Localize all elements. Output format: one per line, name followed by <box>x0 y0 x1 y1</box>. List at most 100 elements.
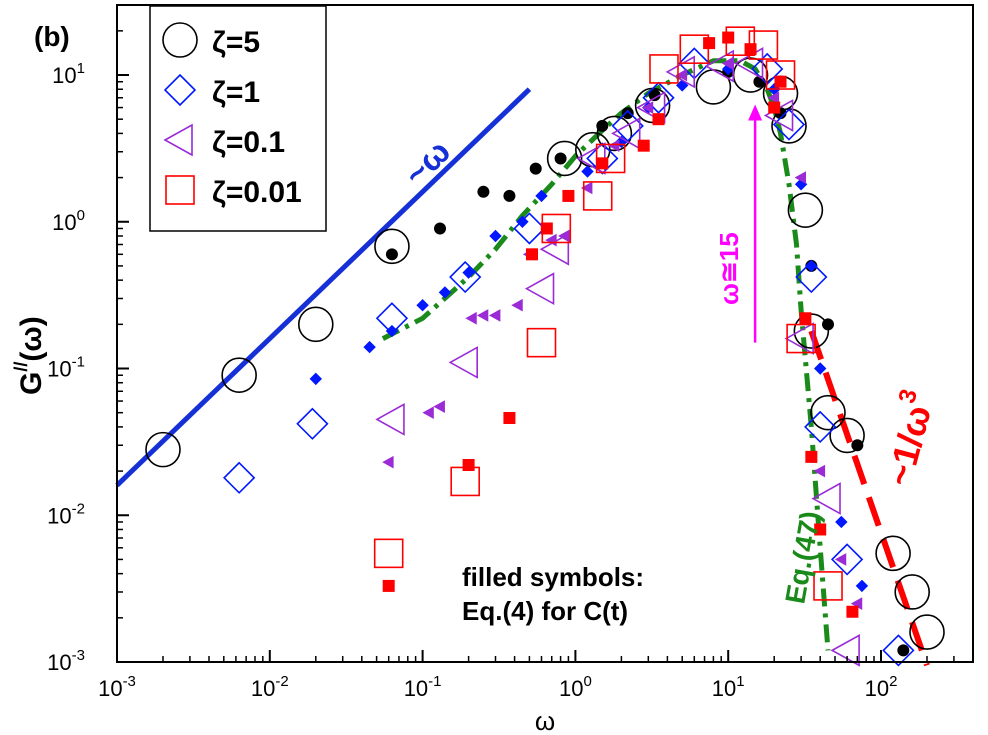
open-circle-point <box>546 140 583 177</box>
y-tick-label: 10-2 <box>47 500 85 528</box>
open-diamond-point <box>296 407 329 440</box>
open-triangle-left-point <box>811 482 841 515</box>
y-tick-label: 10-3 <box>47 647 85 675</box>
filled-circle-point <box>822 318 835 331</box>
x-axis-label: ω <box>535 706 555 735</box>
filled-triangle-left-point <box>382 455 394 469</box>
open-circle-point <box>787 192 824 228</box>
slope-omega-line <box>115 87 532 488</box>
filled-square-point <box>768 101 781 114</box>
panel-label: (b) <box>34 21 70 52</box>
x-tick-label: 101 <box>712 673 745 701</box>
open-circle-point <box>596 115 633 152</box>
filled-diamond-point <box>489 229 502 243</box>
inverse-cube-line <box>808 330 930 667</box>
y-tick-exponent: 0 <box>77 207 85 224</box>
open-diamond-point <box>223 461 256 494</box>
open-triangle-left-point <box>611 117 641 150</box>
filled-triangle-left-point <box>794 171 807 184</box>
open-triangle-left-point <box>635 91 666 124</box>
filled-square-point <box>846 605 859 618</box>
filled-square-point <box>503 411 516 424</box>
open-triangle-left-point <box>665 55 696 89</box>
legend-marker-square <box>165 175 195 205</box>
open-triangle-left-point <box>524 272 555 306</box>
y-tick-label: 10-1 <box>47 354 85 382</box>
filled-triangle-left-point <box>834 553 847 566</box>
plot-frame <box>116 4 974 663</box>
filled-triangle-left-point <box>580 181 593 195</box>
filled-triangle-left-point <box>721 57 734 70</box>
filled-diamond-point <box>363 340 376 354</box>
open-triangle-left-point <box>784 322 814 355</box>
filled-triangle-left-point <box>511 298 523 312</box>
open-square-point <box>526 327 557 358</box>
filled-square-point <box>744 43 757 56</box>
open-square-point <box>679 34 710 64</box>
open-diamond-point <box>882 634 915 667</box>
y-axis-label-super: // <box>11 362 31 372</box>
y-axis-label-arg: (ω) <box>15 316 48 361</box>
filled-diamond-point <box>813 362 827 375</box>
filled-circle-point <box>529 162 542 175</box>
legend-markers <box>162 22 198 205</box>
open-square-point <box>765 60 796 90</box>
filled-diamond-point <box>516 215 529 228</box>
filled-circle-point <box>596 119 609 132</box>
x-tick-exponent: 1 <box>736 673 744 690</box>
legend-marker-triangle-left <box>163 123 193 157</box>
open-triangle-left-point <box>830 634 860 667</box>
filled-triangle-left-point <box>675 68 688 82</box>
x-tick-exponent: -2 <box>275 673 288 690</box>
open-diamond-point <box>795 260 828 294</box>
filled-square-point <box>540 222 553 235</box>
open-circle-point <box>909 614 945 650</box>
open-triangle-left-point <box>704 49 735 83</box>
open-square-point <box>786 323 816 354</box>
x-tick-exponent: 2 <box>889 673 897 690</box>
y-tick-exponent: -3 <box>72 647 85 664</box>
filled-triangle-left-point <box>607 139 620 153</box>
omega-15-arrow-head <box>748 104 763 121</box>
open-square-point <box>450 466 480 497</box>
data-marks <box>145 26 945 667</box>
filled-diamond-point <box>385 324 399 338</box>
filled-diamond-point <box>309 372 323 386</box>
filled-triangle-left-point <box>465 311 477 325</box>
filled-circle-point <box>434 222 447 235</box>
svg-text:G//(ω): G//(ω) <box>11 316 48 395</box>
eq47-curve <box>381 58 831 651</box>
x-tick-label: 10-1 <box>404 673 442 701</box>
slope-omega-label: ~ω <box>397 132 458 193</box>
open-circle-point <box>297 306 334 343</box>
filled-square-point <box>799 312 812 325</box>
open-diamond-point <box>804 410 837 444</box>
legend-label-zeta-0.1: ζ=0.1 <box>212 126 285 159</box>
filled-square-point <box>774 75 787 88</box>
filled-square-point <box>526 248 539 261</box>
legend-marker-diamond <box>163 73 197 107</box>
open-square-point <box>813 571 843 601</box>
filled-square-point <box>703 37 716 50</box>
reference-lines <box>115 58 930 667</box>
x-tick-label: 100 <box>559 673 592 701</box>
note-line-1: filled symbols: <box>462 562 644 592</box>
y-tick-exponent: -1 <box>72 354 85 371</box>
note-line-2: Eq.(4) for C(t) <box>462 596 628 626</box>
open-diamond-point <box>830 543 864 576</box>
filled-diamond-point <box>581 165 594 178</box>
x-tick-exponent: -1 <box>428 673 441 690</box>
open-circle-point <box>894 574 930 610</box>
filled-diamond-point <box>805 259 818 273</box>
filled-triangle-left-point <box>767 91 780 105</box>
filled-triangle-left-point <box>422 406 434 420</box>
legend-marker-circle <box>162 22 198 58</box>
filled-circle-point <box>477 185 490 198</box>
open-square-point <box>649 54 679 84</box>
open-circle-point <box>145 431 181 468</box>
filled-diamond-point <box>462 266 475 279</box>
open-triangle-left-point <box>375 403 405 436</box>
filled-diamond-point <box>855 579 869 593</box>
y-tick-exponent: 1 <box>77 60 85 77</box>
